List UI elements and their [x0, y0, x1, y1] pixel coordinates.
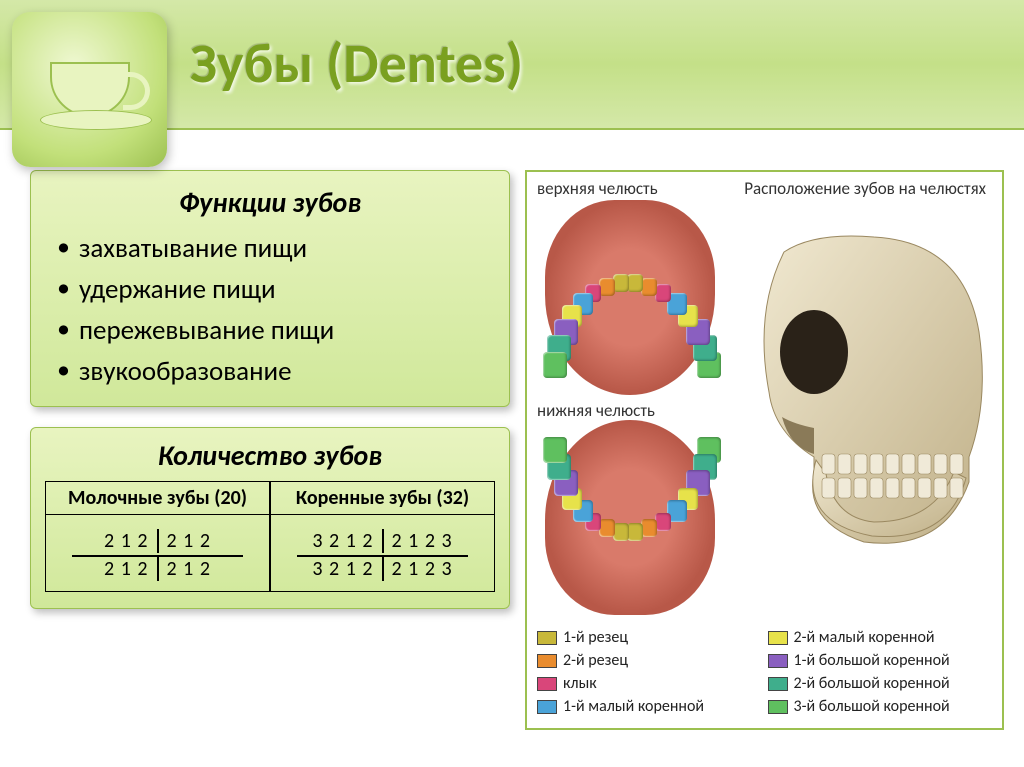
legend-label: 1-й резец — [563, 628, 628, 647]
tooth-incisor2 — [599, 278, 615, 296]
swatch-icon — [537, 700, 557, 714]
teacup-icon — [50, 62, 130, 117]
function-item: захватывание пищи — [55, 228, 485, 269]
count-col-milk: Молочные зубы (20) 2 1 2 2 1 2 2 1 2 2 1… — [45, 481, 270, 592]
diagram-panel: верхняя челюсть Расположение зубов на че… — [525, 170, 1004, 730]
tooth-canine — [655, 284, 671, 302]
legend-item-molar2: 2-й большой коренной — [768, 674, 993, 693]
legend-item-premolar2: 2-й малый коренной — [768, 628, 993, 647]
upper-jaw-label: верхняя челюсть — [537, 178, 658, 199]
milk-header: Молочные зубы (20) — [46, 482, 269, 515]
count-panel: Количество зубов Молочные зубы (20) 2 1 … — [30, 427, 510, 609]
legend-item-molar3: 3-й большой коренной — [768, 697, 993, 716]
tooth-incisor1 — [627, 523, 643, 541]
legend-label: 2-й резец — [563, 651, 628, 670]
legend-label: 2-й малый коренной — [794, 628, 935, 647]
legend-label: 1-й малый коренной — [563, 697, 704, 716]
swatch-icon — [768, 631, 788, 645]
legend-label: 2-й большой коренной — [794, 674, 950, 693]
skull-illustration — [744, 222, 994, 572]
count-table: Молочные зубы (20) 2 1 2 2 1 2 2 1 2 2 1… — [45, 481, 495, 592]
swatch-icon — [768, 700, 788, 714]
tooth-canine — [655, 513, 671, 531]
diagram-title: Расположение зубов на челюстях — [744, 178, 986, 199]
milk-formula: 2 1 2 2 1 2 2 1 2 2 1 2 — [46, 515, 269, 591]
tooth-molar3 — [543, 352, 567, 378]
function-item: звукообразование — [55, 351, 485, 392]
tooth-incisor2 — [641, 519, 657, 537]
content-area: Функции зубов захватывание пищиудержание… — [0, 130, 1024, 740]
tooth-molar3 — [543, 437, 567, 463]
functions-list: захватывание пищиудержание пищипережевыв… — [55, 228, 485, 392]
tooth-incisor2 — [599, 519, 615, 537]
count-heading: Количество зубов — [45, 438, 495, 473]
function-item: удержание пищи — [55, 269, 485, 310]
functions-heading: Функции зубов — [55, 185, 485, 220]
lower-jaw-view — [545, 420, 715, 615]
functions-panel: Функции зубов захватывание пищиудержание… — [30, 170, 510, 407]
swatch-icon — [768, 654, 788, 668]
legend-item-canine: клык — [537, 674, 762, 693]
legend-label: 1-й большой коренной — [794, 651, 950, 670]
legend-label: клык — [563, 674, 597, 693]
legend-item-incisor1: 1-й резец — [537, 628, 762, 647]
page-title: Зубы (Dentes) — [190, 30, 523, 98]
swatch-icon — [537, 677, 557, 691]
swatch-icon — [537, 654, 557, 668]
tooth-incisor1 — [627, 274, 643, 292]
swatch-icon — [768, 677, 788, 691]
left-column: Функции зубов захватывание пищиудержание… — [30, 170, 510, 730]
upper-jaw-view — [545, 200, 715, 395]
legend-item-molar1: 1-й большой коренной — [768, 651, 993, 670]
legend-item-incisor2: 2-й резец — [537, 651, 762, 670]
header-icon-box — [12, 12, 167, 167]
function-item: пережевывание пищи — [55, 310, 485, 351]
lower-jaw-label: нижняя челюсть — [537, 400, 655, 421]
permanent-header: Коренные зубы (32) — [271, 482, 494, 515]
tooth-incisor2 — [641, 278, 657, 296]
skull-svg — [744, 222, 994, 572]
tooth-type-legend: 1-й резец 2-й малый коренной 2-й резец 1-й … — [537, 628, 992, 716]
tooth-incisor1 — [613, 274, 629, 292]
legend-item-premolar1: 1-й малый коренной — [537, 697, 762, 716]
swatch-icon — [537, 631, 557, 645]
permanent-formula: 3 2 1 2 2 1 2 3 3 2 1 2 2 1 2 3 — [271, 515, 494, 591]
count-col-permanent: Коренные зубы (32) 3 2 1 2 2 1 2 3 3 2 1… — [270, 481, 495, 592]
tooth-incisor1 — [613, 523, 629, 541]
legend-label: 3-й большой коренной — [794, 697, 950, 716]
